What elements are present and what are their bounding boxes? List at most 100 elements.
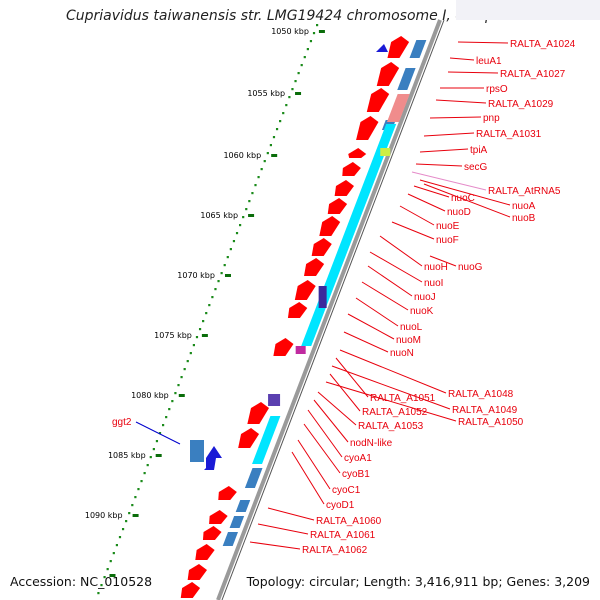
major-tick: [271, 154, 278, 157]
major-tick: [318, 30, 325, 33]
label-leader: [379, 235, 423, 267]
scale-dot: [235, 232, 239, 235]
label-leader: [307, 409, 343, 458]
gene-label[interactable]: cyoA1: [344, 453, 372, 464]
scale-dot: [131, 504, 134, 507]
scale-dot: [226, 256, 229, 259]
gene-label-ggt2[interactable]: ggt2: [112, 417, 132, 428]
gene-arrow: [304, 258, 325, 276]
label-leader: [449, 57, 475, 61]
gene-label[interactable]: RALTA_A1050: [458, 417, 524, 428]
gene-label[interactable]: cyoB1: [342, 469, 370, 480]
feature-track: [180, 36, 427, 598]
scale-dot: [128, 512, 131, 515]
major-tick: [201, 334, 208, 337]
label-leader: [343, 331, 389, 353]
scale-dot: [192, 344, 195, 347]
scale-dot: [103, 576, 106, 579]
label-leader: [313, 399, 349, 443]
gene-arrow: [311, 238, 332, 256]
gene-label[interactable]: secG: [464, 162, 488, 173]
label-leader: [407, 193, 446, 212]
label-leader: [429, 255, 457, 267]
gene-label[interactable]: nuoH: [424, 262, 448, 273]
scale-dot: [134, 496, 137, 499]
tick-label: 1060 kbp: [223, 151, 261, 160]
strand-marker: [376, 44, 388, 52]
gene-label[interactable]: RALTA_A1029: [488, 99, 554, 110]
cds-box: [397, 68, 416, 90]
gene-label[interactable]: RALTA_A1048: [448, 389, 514, 400]
scale-dot: [316, 24, 319, 27]
scale-dot: [282, 112, 285, 115]
gene-label[interactable]: nuoN: [390, 348, 414, 359]
gene-label[interactable]: nodN-like: [350, 438, 393, 449]
gene-label[interactable]: nuoF: [436, 235, 459, 246]
label-leader: [355, 297, 399, 327]
gene-label[interactable]: nuoD: [447, 207, 471, 218]
major-tick: [109, 574, 116, 577]
scale-dot: [198, 328, 202, 331]
scale-dot: [106, 568, 109, 571]
gene-label[interactable]: nuoB: [512, 213, 536, 224]
gene-label[interactable]: rpsO: [486, 84, 508, 95]
scale-dot: [297, 72, 300, 75]
scale-dot: [158, 432, 162, 435]
gene-label[interactable]: nuoG: [458, 262, 483, 273]
gene-label[interactable]: leuA1: [476, 56, 502, 67]
scale-dot: [300, 64, 303, 67]
gene-arrow: [327, 198, 348, 214]
scale-dot: [146, 464, 149, 467]
scale-dot: [189, 352, 192, 355]
gene-label[interactable]: nuoJ: [414, 292, 436, 303]
gene-label[interactable]: RALTA_A1052: [362, 407, 428, 418]
gene-arrow: [366, 88, 390, 112]
feature-mark: [318, 286, 327, 308]
gene-label[interactable]: cyoD1: [326, 500, 355, 511]
label-leader: [423, 183, 511, 218]
gene-arrow: [387, 36, 410, 58]
gene-label[interactable]: pnp: [483, 113, 500, 124]
gene-arrow: [294, 280, 316, 300]
gene-label[interactable]: nuoE: [436, 221, 460, 232]
tick-label: 1075 kbp: [154, 331, 192, 340]
major-tick: [248, 214, 255, 217]
major-tick: [132, 514, 139, 517]
label-leader: [415, 163, 463, 167]
gene-label[interactable]: RALTA_AtRNA5: [488, 186, 561, 197]
scale-dot: [211, 296, 214, 299]
scale-dot: [109, 560, 112, 563]
gene-label[interactable]: RALTA_A1060: [316, 516, 382, 527]
scale-dot: [100, 584, 103, 587]
scale-dot: [165, 416, 168, 419]
scale-dot: [272, 136, 276, 139]
gene-label[interactable]: RALTA_A1061: [310, 530, 376, 541]
label-leader: [291, 451, 325, 505]
gene-arrow: [376, 62, 400, 86]
gene-label[interactable]: nuoI: [424, 278, 443, 289]
gene-label[interactable]: RALTA_A1027: [500, 69, 566, 80]
scale-dot: [214, 288, 217, 291]
gene-label[interactable]: nuoK: [410, 306, 434, 317]
gene-label[interactable]: RALTA_A1062: [302, 545, 368, 556]
scale-dot: [152, 448, 155, 451]
gene-label[interactable]: nuoL: [400, 322, 423, 333]
gene-label[interactable]: RALTA_A1049: [452, 405, 518, 416]
gene-label[interactable]: RALTA_A1053: [358, 421, 424, 432]
gene-label[interactable]: nuoM: [396, 335, 421, 346]
header-shade: [456, 0, 600, 20]
gene-label[interactable]: tpiA: [470, 145, 488, 156]
gene-label[interactable]: RALTA_A1024: [510, 39, 576, 50]
label-leader: [411, 171, 487, 191]
scale-dot: [118, 536, 122, 539]
scale-dot: [291, 88, 294, 91]
tick-label: 1070 kbp: [177, 271, 215, 280]
scale-dot: [245, 208, 248, 211]
scale-dot: [174, 392, 177, 395]
gene-label[interactable]: nuoA: [512, 201, 536, 212]
gene-label[interactable]: cyoC1: [332, 485, 361, 496]
gene-label[interactable]: RALTA_A1051: [370, 393, 436, 404]
gene-arrow: [247, 402, 270, 424]
gene-label[interactable]: RALTA_A1031: [476, 129, 542, 140]
